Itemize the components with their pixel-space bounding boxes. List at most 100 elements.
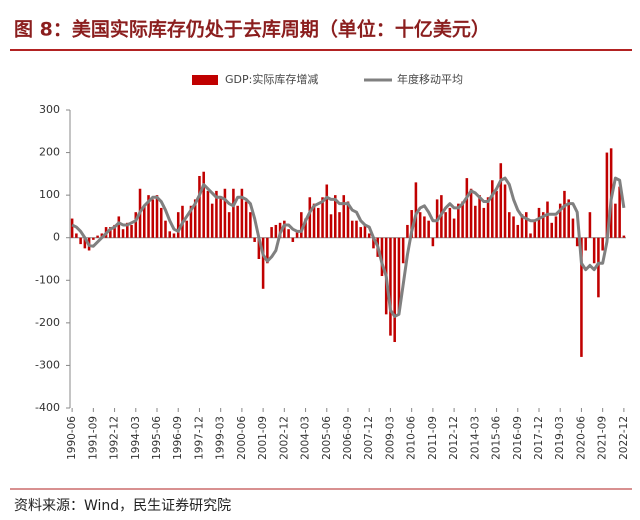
bar [333, 195, 337, 238]
y-tick-label: 0 [53, 231, 60, 244]
x-tick-label: 2015-06 [491, 416, 503, 460]
bar [215, 190, 218, 238]
x-tick-label: 2006-09 [342, 416, 354, 460]
bar [189, 205, 193, 238]
bar [249, 212, 252, 238]
bar [605, 152, 609, 238]
bar [554, 216, 558, 238]
bar [427, 220, 430, 238]
bar [474, 205, 477, 238]
bar [580, 237, 583, 357]
bar [342, 195, 346, 238]
bar [478, 195, 481, 238]
bar [550, 222, 553, 238]
bar [363, 224, 367, 238]
bar [491, 180, 494, 238]
x-tick-label: 2022-12 [618, 416, 630, 460]
x-tick-label: 1996-09 [172, 416, 184, 460]
x-tick-label: 1994-03 [130, 416, 142, 460]
bar [512, 216, 515, 238]
bar [448, 207, 452, 238]
y-tick-label: -100 [35, 273, 60, 286]
bar [592, 237, 596, 264]
bar [414, 182, 418, 238]
y-tick-label: 300 [39, 103, 60, 116]
x-tick-label: 1990-06 [66, 416, 78, 460]
bar [109, 227, 112, 238]
bar [355, 220, 358, 238]
chart-title: 图 8：美国实际库存仍处于去库周期（单位：十亿美元） [14, 18, 490, 41]
bar [601, 237, 604, 251]
bar [423, 216, 426, 238]
x-tick-label: 2021-09 [597, 416, 609, 460]
bar [486, 197, 490, 238]
bar [232, 188, 235, 238]
bar [227, 212, 231, 238]
bar [143, 205, 146, 238]
bar [359, 227, 363, 238]
bar [444, 212, 447, 238]
bar [206, 190, 210, 238]
bar [300, 212, 303, 238]
bar [325, 184, 329, 238]
bar [100, 233, 104, 238]
bar [482, 207, 486, 238]
x-tick-label: 2011-09 [427, 416, 439, 460]
bar [266, 237, 269, 264]
y-tick-label: -200 [35, 316, 60, 329]
x-tick-label: 2009-03 [384, 416, 396, 460]
bar [533, 220, 537, 238]
bar [147, 195, 150, 238]
bar [274, 224, 278, 238]
bar [210, 203, 214, 238]
x-tick-label: 2002-12 [278, 416, 290, 460]
x-tick-label: 2010-06 [406, 416, 418, 460]
bar [253, 237, 256, 242]
x-tick-label: 1995-06 [151, 416, 163, 460]
bar [257, 237, 261, 259]
bar [155, 195, 159, 238]
legend-label: 年度移动平均 [397, 72, 463, 86]
bar [563, 190, 566, 238]
bar [283, 220, 286, 238]
y-tick-label: 100 [39, 188, 60, 201]
bar [431, 237, 435, 247]
bar [121, 229, 125, 238]
bar [588, 212, 592, 238]
bar [172, 233, 176, 238]
bar [113, 224, 116, 238]
x-tick-label: 2020-06 [575, 416, 587, 460]
x-tick-label: 1997-12 [193, 416, 205, 460]
bar [202, 171, 205, 238]
bar [329, 214, 333, 238]
bar [240, 188, 244, 238]
bar [130, 224, 133, 238]
bar [397, 237, 401, 315]
bar [457, 203, 460, 238]
bar [83, 237, 87, 249]
bar [92, 237, 95, 240]
y-tick-label: -400 [35, 401, 60, 414]
bar [558, 203, 562, 238]
bar [321, 197, 324, 238]
bar [418, 212, 422, 238]
bar [465, 178, 469, 238]
bar [495, 190, 498, 238]
bar [567, 199, 570, 238]
bar [571, 218, 575, 238]
bar [503, 184, 507, 238]
bar [516, 224, 520, 238]
bar [597, 237, 600, 298]
bar [185, 220, 188, 238]
bar [520, 214, 524, 238]
bar [134, 212, 138, 238]
bar [618, 186, 621, 238]
bar [508, 212, 511, 238]
bar [126, 222, 129, 238]
bar [546, 201, 549, 238]
bar [304, 218, 307, 238]
bar [406, 224, 409, 238]
x-tick-label: 1992-12 [109, 416, 121, 460]
bar [499, 163, 503, 238]
bar [575, 237, 579, 247]
